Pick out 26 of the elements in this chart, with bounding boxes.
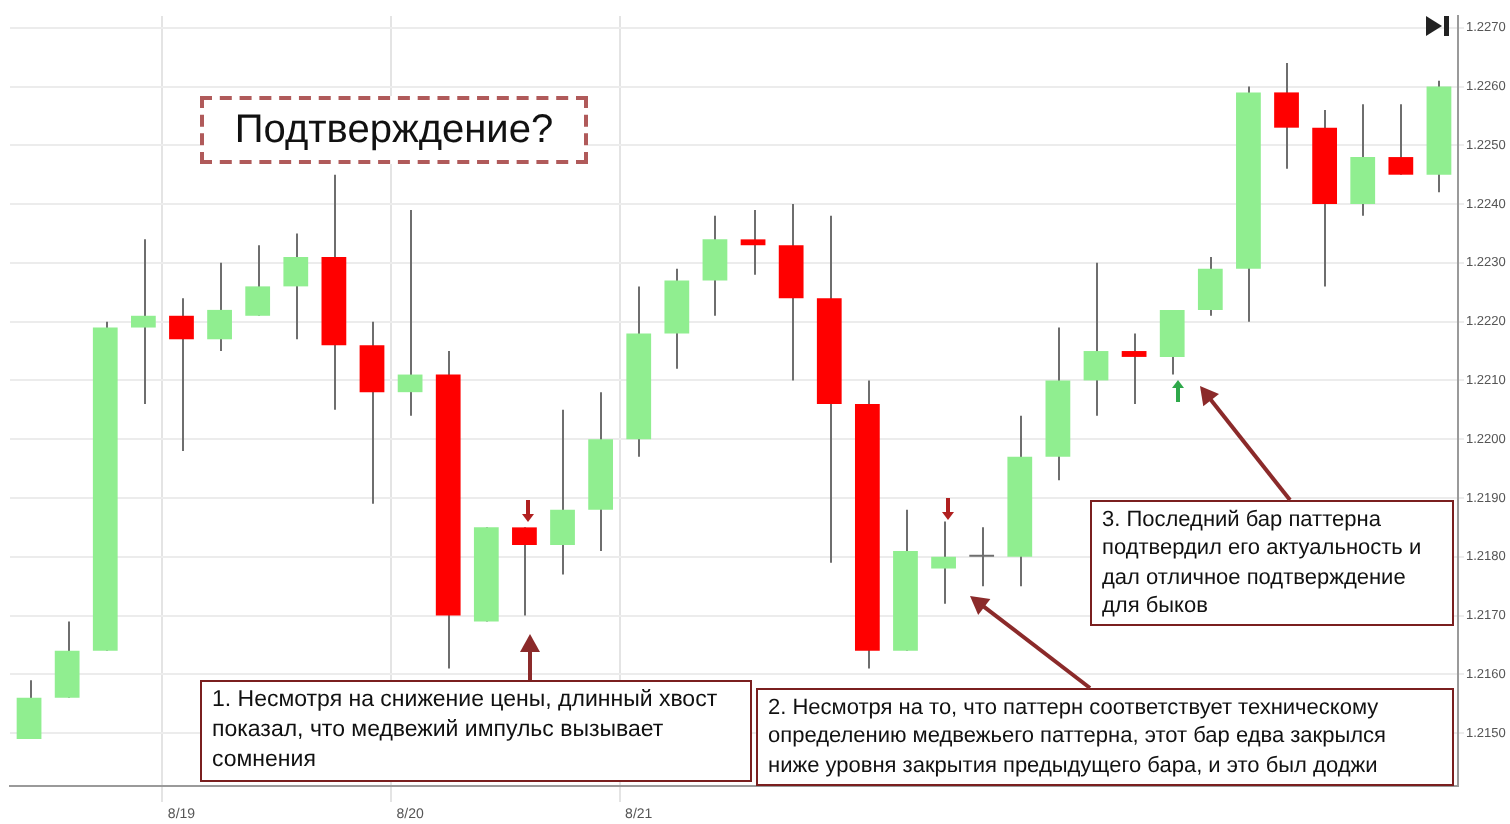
note-box: 3. Последний бар паттерна подтвердил его актуальность и дал отличное подтверждение для быков bbox=[1090, 500, 1454, 627]
candlestick bbox=[283, 232, 309, 341]
candlestick bbox=[969, 526, 995, 588]
candlestick bbox=[1350, 103, 1376, 217]
candlestick bbox=[740, 208, 766, 276]
candlestick bbox=[207, 261, 232, 353]
candlestick bbox=[1159, 308, 1185, 376]
candlestick bbox=[245, 244, 271, 317]
candlestick bbox=[1121, 332, 1147, 405]
candlestick bbox=[931, 520, 956, 605]
candlestick bbox=[550, 408, 575, 576]
candlestick bbox=[512, 526, 537, 617]
note-box: Подтверждение? bbox=[200, 96, 588, 164]
candlestick bbox=[1388, 103, 1414, 176]
candlestick bbox=[54, 620, 80, 699]
candlestick bbox=[359, 320, 385, 505]
candlestick bbox=[397, 208, 423, 417]
candlestick bbox=[1083, 261, 1109, 417]
candlestick bbox=[1197, 255, 1223, 317]
candlestick bbox=[1274, 62, 1299, 170]
candlestick bbox=[702, 214, 728, 317]
note-box: 1. Несмотря на снижение цены, длинный хвост показал, что медвежий импульс вызывает сомнения bbox=[200, 680, 752, 782]
candlestick bbox=[130, 238, 156, 405]
note-box: 2. Несмотря на то, что паттерн соответствует техническому определению медвежьего паттерна, этот бар едва закрылся ниже уровня закрытия предыдущего бара, и это был доджи bbox=[756, 688, 1454, 786]
candlestick bbox=[169, 297, 194, 452]
candlestick bbox=[16, 679, 42, 740]
